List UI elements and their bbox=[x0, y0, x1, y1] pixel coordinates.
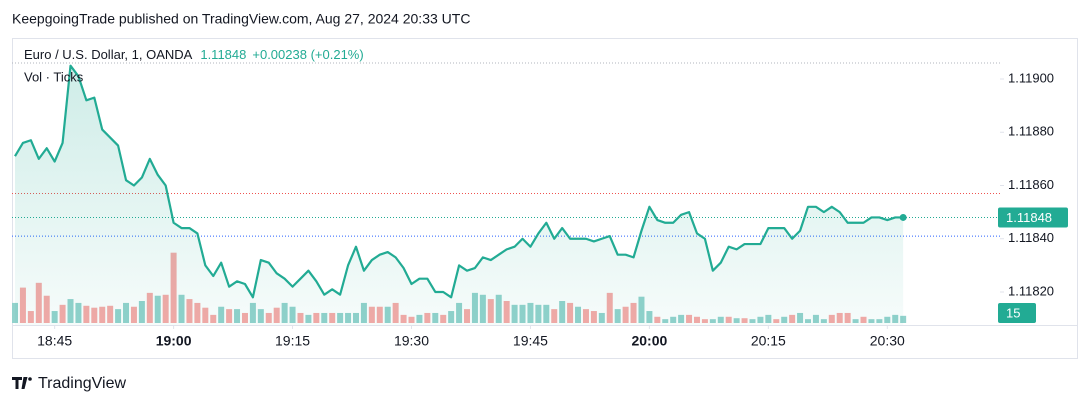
price-pane bbox=[12, 62, 1000, 325]
change: +0.00238 (+0.21%) bbox=[252, 47, 363, 62]
last-point bbox=[899, 213, 907, 221]
x-tick-label: 20:15 bbox=[751, 333, 786, 349]
symbol: Euro / U.S. Dollar, 1, OANDA bbox=[24, 47, 193, 62]
logo-dot bbox=[28, 377, 32, 381]
y-tick-label: 1.11900 bbox=[1008, 70, 1054, 85]
attribution: KeepgoingTrade published on TradingView.… bbox=[12, 11, 470, 27]
y-tick-label: 1.11860 bbox=[1008, 177, 1054, 192]
volume-legend: Vol · Ticks bbox=[24, 69, 84, 84]
x-tick-label: 20:00 bbox=[631, 333, 667, 349]
x-tick-label: 19:45 bbox=[513, 333, 548, 349]
x-tick-label: 20:30 bbox=[870, 333, 905, 349]
y-tick-label: 1.11840 bbox=[1008, 230, 1054, 245]
brand: TradingView bbox=[38, 375, 126, 392]
x-tick-label: 19:30 bbox=[394, 333, 429, 349]
price-line-series bbox=[14, 64, 904, 299]
y-tick-label: 1.11880 bbox=[1008, 124, 1054, 139]
volume-label: 15 bbox=[1006, 305, 1020, 320]
logo: TradingView bbox=[12, 375, 126, 392]
x-tick-label: 19:15 bbox=[275, 333, 310, 349]
x-tick-label: 18:45 bbox=[37, 333, 72, 349]
legend: Euro / U.S. Dollar, 1, OANDA 1.11848 +0.00… bbox=[24, 47, 364, 62]
last-price: 1.11848 bbox=[200, 47, 246, 62]
chart-frame bbox=[12, 38, 1078, 359]
volume-box bbox=[998, 303, 1036, 323]
area-fill bbox=[15, 65, 904, 325]
x-tick-label: 19:00 bbox=[156, 333, 192, 349]
last-price-box bbox=[998, 207, 1068, 228]
logo-icon bbox=[12, 377, 28, 389]
last-price-label: 1.11848 bbox=[1006, 210, 1052, 225]
y-tick-label: 1.11820 bbox=[1008, 283, 1054, 298]
